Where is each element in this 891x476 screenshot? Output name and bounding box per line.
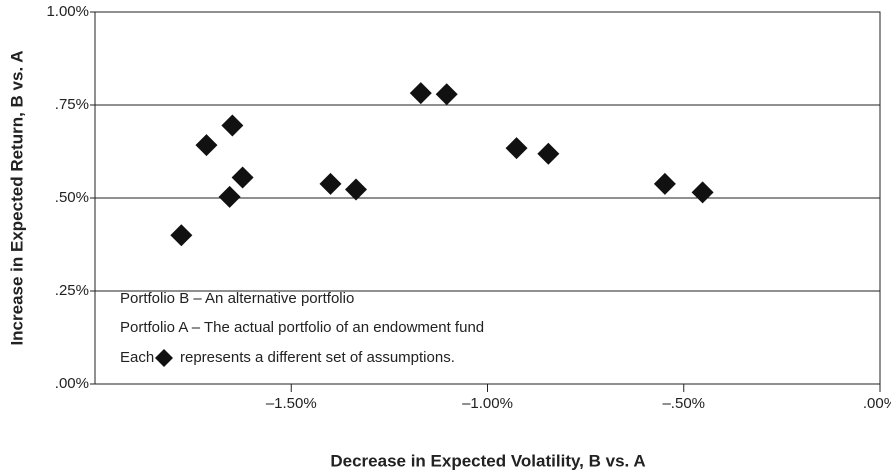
y-tick-label: 1.00% xyxy=(46,3,89,20)
point xyxy=(409,82,432,105)
point xyxy=(435,83,458,106)
x-tick-label: .00% xyxy=(863,395,891,412)
y-tick-label: .75% xyxy=(55,96,89,113)
point xyxy=(218,185,241,208)
annotation: represents a different set of assumption… xyxy=(180,349,455,366)
y-axis-title: Increase in Expected Return, B vs. A xyxy=(7,50,26,345)
y-tick-label: .00% xyxy=(55,375,89,392)
point xyxy=(691,181,714,204)
x-tick-label: –1.00% xyxy=(462,395,513,412)
x-tick-label: –1.50% xyxy=(266,395,317,412)
point xyxy=(505,137,528,160)
legend-diamond xyxy=(155,349,173,367)
x-tick-label: –.50% xyxy=(662,395,705,412)
point xyxy=(195,134,218,157)
x-axis-title: Decrease in Expected Volatility, B vs. A xyxy=(330,451,645,470)
annotation: Portfolio A – The actual portfolio of an… xyxy=(120,319,484,336)
point xyxy=(653,172,676,195)
point xyxy=(231,166,254,189)
y-tick-label: .50% xyxy=(55,189,89,206)
point xyxy=(537,142,560,165)
point xyxy=(319,172,342,195)
point xyxy=(221,114,244,137)
annotation: Each xyxy=(120,349,154,366)
point xyxy=(170,224,193,247)
annotation: Portfolio B – An alternative portfolio xyxy=(120,290,354,307)
y-tick-label: .25% xyxy=(55,282,89,299)
point xyxy=(345,178,368,201)
